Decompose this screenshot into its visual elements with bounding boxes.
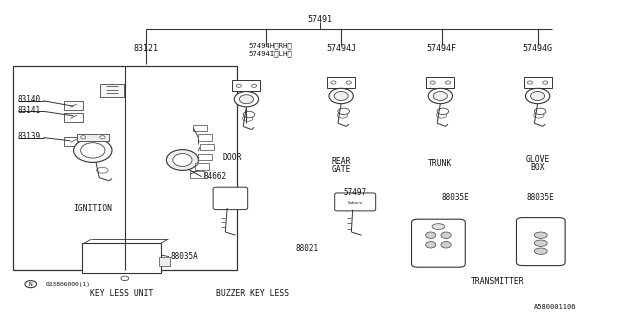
Ellipse shape [433, 92, 447, 100]
Bar [100, 84, 124, 97]
Text: IGNITION: IGNITION [74, 204, 112, 213]
Text: 57494H〈RH〉: 57494H〈RH〉 [248, 43, 292, 49]
Ellipse shape [426, 232, 436, 238]
Ellipse shape [239, 95, 253, 104]
FancyBboxPatch shape [213, 187, 248, 210]
Text: BUZZER KEY LESS: BUZZER KEY LESS [216, 289, 289, 298]
Text: Subaru: Subaru [348, 201, 363, 205]
Ellipse shape [441, 232, 451, 238]
Ellipse shape [543, 81, 548, 84]
Bar [64, 113, 83, 122]
Ellipse shape [525, 88, 550, 104]
FancyBboxPatch shape [412, 219, 465, 267]
Ellipse shape [432, 224, 445, 229]
Ellipse shape [331, 81, 336, 84]
Ellipse shape [430, 81, 435, 84]
Text: 57494J: 57494J [326, 44, 356, 53]
Bar [193, 125, 207, 131]
Ellipse shape [100, 136, 105, 139]
Ellipse shape [121, 276, 129, 281]
Bar [13, 66, 237, 270]
Ellipse shape [81, 143, 105, 158]
Ellipse shape [74, 138, 112, 162]
Ellipse shape [173, 154, 192, 166]
Bar [200, 144, 214, 150]
Text: 83140: 83140 [18, 95, 41, 104]
Text: GLOVE: GLOVE [525, 156, 550, 164]
Bar [190, 171, 204, 178]
Text: A580001106: A580001106 [534, 304, 576, 309]
Ellipse shape [234, 92, 259, 107]
Bar [232, 80, 260, 91]
Ellipse shape [166, 149, 198, 170]
Bar [159, 257, 170, 266]
Text: 88021: 88021 [296, 244, 319, 253]
Ellipse shape [531, 92, 545, 100]
FancyBboxPatch shape [335, 193, 376, 211]
Text: N: N [29, 282, 33, 287]
Ellipse shape [534, 232, 547, 238]
Ellipse shape [346, 81, 351, 84]
Ellipse shape [534, 108, 546, 115]
Bar [77, 134, 109, 141]
Text: 57497: 57497 [344, 188, 367, 197]
Text: 83141: 83141 [18, 106, 41, 115]
Text: 88035E: 88035E [442, 193, 470, 202]
Bar [524, 77, 552, 88]
Text: TRUNK: TRUNK [428, 159, 452, 168]
Bar [198, 134, 212, 141]
Bar [64, 137, 83, 146]
Text: 83121: 83121 [133, 44, 159, 53]
Text: 88035A: 88035A [171, 252, 198, 261]
Bar [195, 163, 209, 170]
Ellipse shape [243, 111, 255, 118]
Ellipse shape [81, 136, 86, 139]
Ellipse shape [426, 242, 436, 248]
Ellipse shape [334, 92, 348, 100]
Bar [64, 101, 83, 110]
Ellipse shape [534, 240, 547, 246]
Bar [327, 77, 355, 88]
Ellipse shape [445, 81, 451, 84]
Text: 83139: 83139 [18, 132, 41, 141]
FancyBboxPatch shape [82, 243, 161, 273]
Text: 84662: 84662 [204, 172, 227, 181]
Bar [198, 154, 212, 160]
Text: KEY LESS UNIT: KEY LESS UNIT [90, 289, 154, 298]
Text: DOOR: DOOR [223, 153, 242, 162]
Text: 57491: 57491 [307, 15, 333, 24]
Text: TRANSMITTER: TRANSMITTER [471, 277, 525, 286]
Text: 57494G: 57494G [523, 44, 552, 53]
Text: 88035E: 88035E [527, 193, 555, 202]
Ellipse shape [437, 108, 449, 115]
Ellipse shape [534, 248, 547, 254]
Text: 57494I〈LH〉: 57494I〈LH〉 [248, 50, 292, 57]
Text: BOX: BOX [531, 164, 545, 172]
Ellipse shape [441, 242, 451, 248]
Ellipse shape [428, 88, 452, 104]
Ellipse shape [329, 88, 353, 104]
Ellipse shape [527, 81, 532, 84]
Text: REAR: REAR [332, 157, 351, 166]
Bar [426, 77, 454, 88]
Text: 023806000(1): 023806000(1) [46, 282, 91, 287]
FancyBboxPatch shape [516, 218, 565, 266]
Ellipse shape [338, 108, 349, 115]
Text: 57494F: 57494F [427, 44, 456, 53]
Ellipse shape [236, 84, 241, 87]
Ellipse shape [252, 84, 257, 87]
Text: GATE: GATE [332, 165, 351, 174]
